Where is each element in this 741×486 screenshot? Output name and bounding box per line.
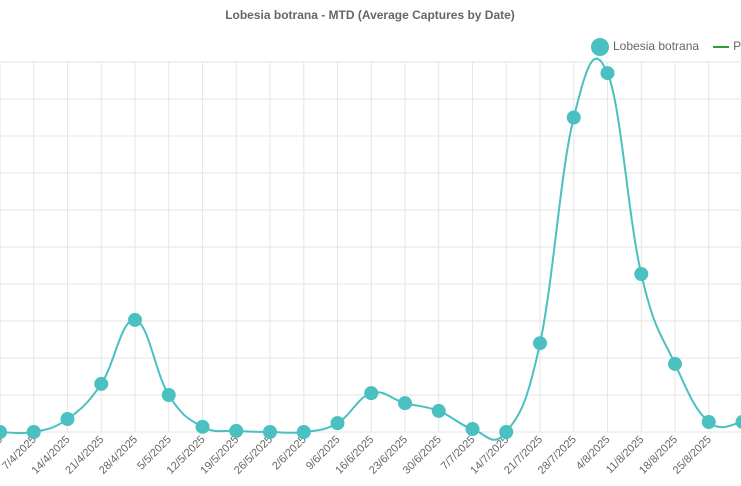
data-point — [26, 425, 41, 439]
legend-label: Lobesia botrana — [613, 39, 699, 53]
data-point — [634, 267, 649, 282]
data-point — [60, 412, 75, 427]
chart-title: Lobesia botrana - MTD (Average Captures … — [225, 8, 515, 22]
data-point — [195, 419, 210, 434]
legend-label: Pest — [733, 39, 741, 53]
x-tick-label: 2/6/2025 — [270, 434, 309, 473]
data-point — [600, 66, 615, 81]
data-point — [263, 425, 277, 439]
data-point — [0, 425, 7, 439]
data-point — [296, 425, 311, 439]
data-point — [566, 110, 581, 125]
data-point — [701, 415, 716, 430]
data-point — [161, 388, 176, 402]
data-point — [229, 423, 244, 438]
data-point — [94, 376, 109, 391]
series-line — [0, 57, 741, 441]
data-point — [735, 415, 741, 429]
data-point — [431, 403, 446, 418]
data-point — [465, 422, 480, 437]
data-point — [533, 336, 547, 351]
data-point — [499, 425, 514, 439]
legend-marker — [591, 38, 609, 56]
data-point — [364, 386, 379, 401]
data-point — [668, 356, 682, 371]
data-point — [128, 312, 142, 327]
data-point — [398, 396, 412, 411]
data-point — [330, 416, 345, 431]
x-tick-label: 31/3/2025 — [0, 434, 5, 477]
